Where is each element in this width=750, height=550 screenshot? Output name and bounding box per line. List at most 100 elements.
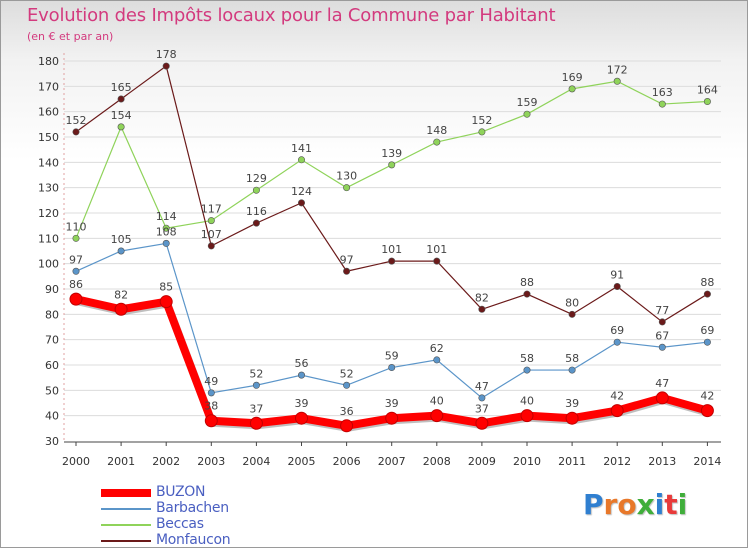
y-tick-label: 100 bbox=[38, 258, 59, 271]
y-tick-label: 40 bbox=[45, 410, 59, 423]
data-point bbox=[478, 128, 486, 136]
data-point bbox=[295, 411, 308, 425]
data-point bbox=[249, 416, 263, 430]
data-label: 62 bbox=[430, 342, 444, 355]
data-label: 163 bbox=[652, 86, 673, 99]
data-point bbox=[207, 217, 215, 225]
data-point bbox=[72, 234, 80, 242]
data-label: 97 bbox=[340, 253, 354, 266]
y-tick-label: 150 bbox=[38, 131, 59, 144]
chart-subtitle: (en € et par an) bbox=[27, 30, 114, 43]
data-label: 58 bbox=[565, 352, 579, 365]
data-label: 107 bbox=[201, 228, 222, 241]
data-label: 101 bbox=[381, 243, 402, 256]
data-point bbox=[72, 267, 80, 275]
legend-swatch bbox=[101, 524, 151, 526]
data-point bbox=[114, 302, 128, 316]
logo-letter: i bbox=[654, 488, 665, 521]
data-label: 86 bbox=[69, 278, 83, 291]
data-label: 39 bbox=[385, 397, 399, 410]
data-point bbox=[610, 404, 624, 418]
data-label: 88 bbox=[520, 276, 534, 289]
data-point bbox=[297, 371, 305, 379]
data-point bbox=[162, 224, 170, 232]
data-label: 164 bbox=[697, 84, 718, 97]
y-tick-label: 30 bbox=[45, 435, 59, 448]
data-label: 165 bbox=[111, 81, 132, 94]
data-label: 69 bbox=[610, 324, 624, 337]
data-point bbox=[207, 242, 215, 250]
data-label: 169 bbox=[562, 71, 583, 84]
data-point bbox=[297, 199, 305, 207]
data-point bbox=[703, 338, 711, 346]
data-label: 58 bbox=[520, 352, 534, 365]
data-point bbox=[478, 305, 486, 313]
data-label: 42 bbox=[610, 390, 624, 403]
chart-title: Evolution des Impôts locaux pour la Comm… bbox=[27, 5, 556, 26]
data-label: 47 bbox=[475, 380, 489, 393]
data-label: 39 bbox=[565, 397, 579, 410]
data-point bbox=[655, 391, 669, 405]
data-label: 148 bbox=[426, 124, 447, 137]
data-point bbox=[343, 381, 351, 389]
y-tick-label: 80 bbox=[45, 308, 59, 321]
data-label: 36 bbox=[340, 405, 354, 418]
data-point bbox=[700, 404, 714, 418]
data-point bbox=[388, 161, 396, 169]
data-point bbox=[72, 128, 80, 136]
data-point bbox=[613, 77, 621, 85]
data-label: 178 bbox=[156, 48, 177, 61]
data-label: 38 bbox=[204, 400, 218, 413]
legend-swatch bbox=[101, 540, 151, 542]
data-point bbox=[117, 247, 125, 255]
data-label: 37 bbox=[249, 402, 263, 415]
logo-letter: i bbox=[677, 488, 688, 521]
logo-letter: P bbox=[583, 488, 604, 521]
data-label: 80 bbox=[565, 296, 579, 309]
x-tick-label: 2011 bbox=[558, 455, 586, 468]
data-label: 117 bbox=[201, 203, 222, 216]
data-label: 130 bbox=[336, 170, 357, 183]
data-point bbox=[568, 85, 576, 93]
data-point bbox=[430, 409, 444, 423]
data-label: 47 bbox=[655, 377, 669, 390]
data-label: 159 bbox=[517, 96, 538, 109]
data-label: 82 bbox=[114, 288, 128, 301]
x-tick-label: 2013 bbox=[648, 455, 676, 468]
x-tick-label: 2000 bbox=[62, 455, 90, 468]
logo-letter: r bbox=[603, 488, 618, 521]
x-tick-label: 2014 bbox=[693, 455, 721, 468]
data-point bbox=[478, 394, 486, 402]
data-point bbox=[433, 138, 441, 146]
data-point bbox=[388, 257, 396, 265]
data-point bbox=[207, 389, 215, 397]
data-label: 114 bbox=[156, 210, 177, 223]
data-point bbox=[568, 366, 576, 374]
data-label: 139 bbox=[381, 147, 402, 160]
data-point bbox=[162, 239, 170, 247]
x-tick-label: 2004 bbox=[242, 455, 270, 468]
data-label: 116 bbox=[246, 205, 267, 218]
data-point bbox=[703, 98, 711, 106]
data-point bbox=[523, 290, 531, 298]
data-point bbox=[162, 62, 170, 70]
legend-swatch bbox=[101, 508, 151, 510]
legend-label: Monfaucon bbox=[156, 532, 231, 548]
y-tick-label: 70 bbox=[45, 334, 59, 347]
data-point bbox=[565, 411, 579, 425]
logo-letter: t bbox=[664, 488, 678, 521]
data-label: 152 bbox=[471, 114, 492, 127]
data-label: 124 bbox=[291, 185, 312, 198]
legend-label: Barbachen bbox=[156, 500, 229, 516]
data-label: 152 bbox=[66, 114, 87, 127]
data-label: 69 bbox=[700, 324, 714, 337]
data-label: 88 bbox=[700, 276, 714, 289]
data-label: 77 bbox=[655, 304, 669, 317]
data-point bbox=[433, 257, 441, 265]
data-label: 85 bbox=[159, 281, 173, 294]
logo-letter: x bbox=[636, 488, 655, 521]
data-point bbox=[658, 318, 666, 326]
y-tick-label: 50 bbox=[45, 384, 59, 397]
